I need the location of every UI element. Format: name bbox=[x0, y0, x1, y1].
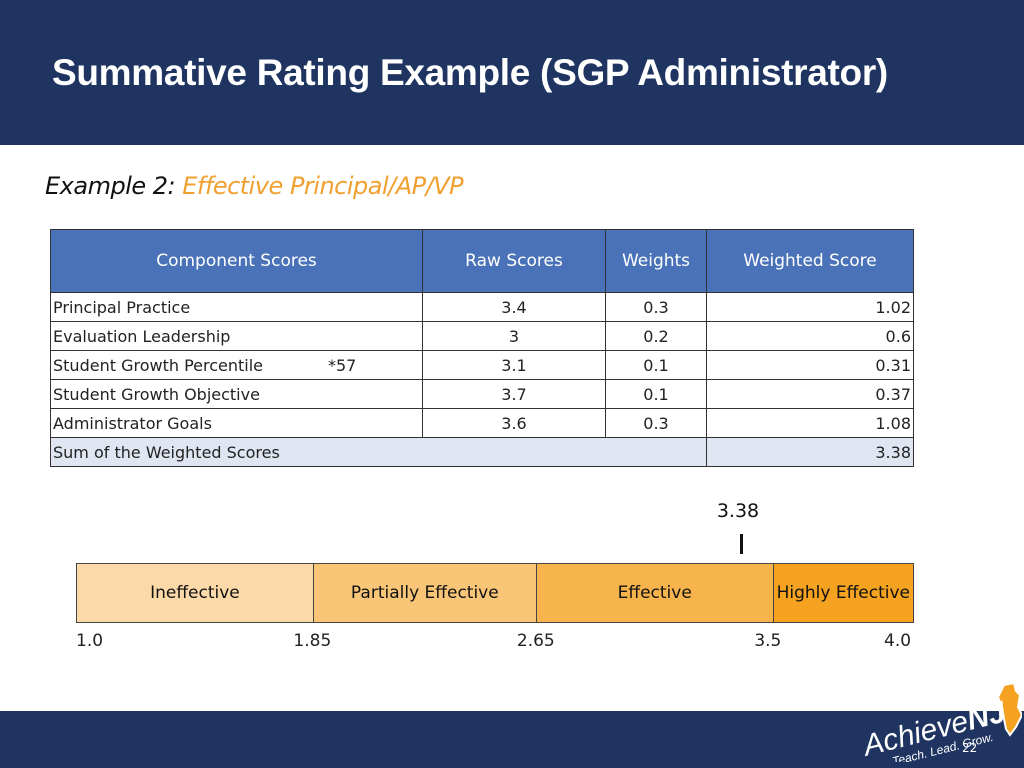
header-weighted-score: Weighted Score bbox=[706, 229, 914, 293]
scale-tick-label: 1.85 bbox=[293, 631, 332, 651]
table-row: Administrator Goals 3.6 0.3 1.08 bbox=[50, 408, 914, 438]
weighted-score-cell: 1.02 bbox=[706, 292, 914, 322]
weight-cell: 0.2 bbox=[605, 321, 707, 351]
scale-tick-label: 3.5 bbox=[754, 631, 782, 651]
weighted-score-cell: 0.31 bbox=[706, 350, 914, 380]
table-row: Principal Practice 3.4 0.3 1.02 bbox=[50, 292, 914, 322]
page-number: 22 bbox=[962, 741, 978, 755]
scale-band: Highly Effective bbox=[773, 564, 913, 622]
sum-value: 3.38 bbox=[706, 437, 914, 467]
slide-title: Summative Rating Example (SGP Administra… bbox=[52, 52, 888, 93]
component-cell: Evaluation Leadership bbox=[50, 321, 423, 351]
table-row: Student Growth Objective 3.7 0.1 0.37 bbox=[50, 379, 914, 409]
raw-score-cell: 3.1 bbox=[422, 350, 606, 380]
score-marker-line bbox=[739, 534, 743, 554]
weighted-score-cell: 0.6 bbox=[706, 321, 914, 351]
achievenj-logo: AchieveNJ Teach. Lead. Grow. bbox=[858, 681, 1022, 762]
sum-label: Sum of the Weighted Scores bbox=[50, 437, 707, 467]
component-cell: Student Growth Objective bbox=[50, 379, 423, 409]
slide-header-bar bbox=[0, 0, 1024, 145]
scale-band: Partially Effective bbox=[313, 564, 537, 622]
component-cell: Student Growth Percentile *57 bbox=[50, 350, 423, 380]
component-name: Student Growth Objective bbox=[53, 384, 260, 404]
weight-cell: 0.1 bbox=[605, 379, 707, 409]
header-weights: Weights bbox=[605, 229, 707, 293]
scale-tick-label: 2.65 bbox=[516, 631, 555, 651]
component-cell: Principal Practice bbox=[50, 292, 423, 322]
weight-cell: 0.3 bbox=[605, 292, 707, 322]
raw-score-cell: 3.7 bbox=[422, 379, 606, 409]
weight-cell: 0.1 bbox=[605, 350, 707, 380]
component-cell: Administrator Goals bbox=[50, 408, 423, 438]
scale-band: Effective bbox=[536, 564, 774, 622]
table-row: Student Growth Percentile *57 3.1 0.1 0.3… bbox=[50, 350, 914, 380]
weight-cell: 0.3 bbox=[605, 408, 707, 438]
raw-score-cell: 3 bbox=[422, 321, 606, 351]
slide-subtitle: Example 2: Effective Principal/AP/VP bbox=[45, 172, 464, 200]
table-header-row: Component Scores Raw Scores Weights Weig… bbox=[50, 229, 914, 293]
weighted-score-cell: 0.37 bbox=[706, 379, 914, 409]
component-name: Principal Practice bbox=[53, 297, 191, 317]
raw-score-cell: 3.4 bbox=[422, 292, 606, 322]
raw-score-cell: 3.6 bbox=[422, 408, 606, 438]
slide-footer-bar bbox=[0, 711, 1024, 768]
header-raw-scores: Raw Scores bbox=[422, 229, 606, 293]
component-name: Evaluation Leadership bbox=[53, 326, 231, 346]
rating-scale-bar: Ineffective Partially Effective Effective H… bbox=[76, 563, 914, 623]
table-row: Evaluation Leadership 3 0.2 0.6 bbox=[50, 321, 914, 351]
scale-band: Ineffective bbox=[77, 564, 314, 622]
component-note: *57 bbox=[328, 355, 357, 375]
scale-tick-label: 4.0 bbox=[884, 631, 912, 651]
component-name: Administrator Goals bbox=[53, 413, 212, 433]
score-marker-label: 3.38 bbox=[716, 500, 760, 522]
component-name: Student Growth Percentile bbox=[53, 355, 264, 375]
subtitle-prefix: Example 2: bbox=[45, 172, 176, 200]
sum-row: Sum of the Weighted Scores 3.38 bbox=[50, 437, 914, 467]
subtitle-highlight: Effective Principal/AP/VP bbox=[182, 172, 464, 200]
header-component-scores: Component Scores bbox=[50, 229, 423, 293]
score-table: Component Scores Raw Scores Weights Weig… bbox=[50, 229, 914, 467]
weighted-score-cell: 1.08 bbox=[706, 408, 914, 438]
scale-tick-label: 1.0 bbox=[76, 631, 104, 651]
